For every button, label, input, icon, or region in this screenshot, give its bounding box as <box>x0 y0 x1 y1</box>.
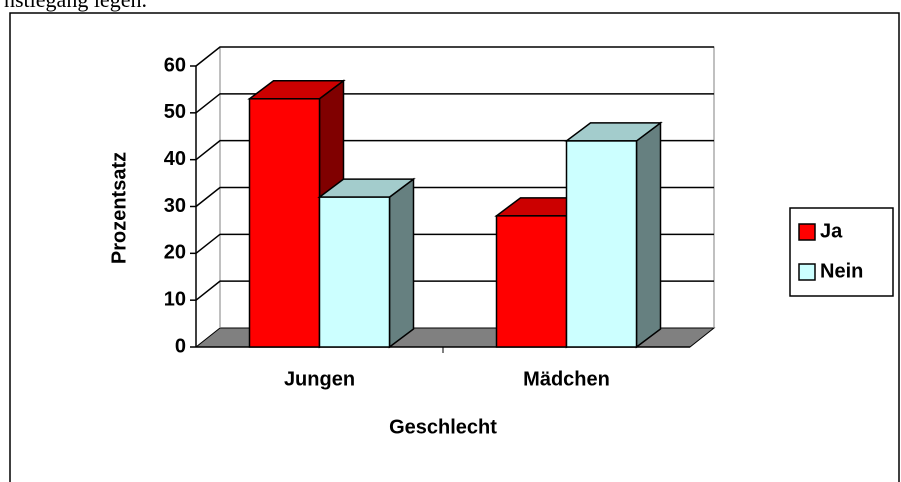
legend-box <box>789 207 894 297</box>
bar <box>248 98 321 348</box>
y-tick-label: 60 <box>164 54 186 76</box>
bar-side <box>635 121 662 349</box>
legend-label: Ja <box>820 220 843 242</box>
grid-line <box>195 93 714 114</box>
grid-line <box>195 139 714 161</box>
bar <box>565 140 638 348</box>
grid-line <box>195 46 714 67</box>
y-axis-title: Prozentsatz <box>108 152 130 264</box>
y-tick-label: 40 <box>164 148 186 170</box>
y-tick-label: 20 <box>164 242 186 264</box>
chart-frame <box>9 12 900 482</box>
x-axis-title: Geschlecht <box>389 416 497 438</box>
y-tick-label: 0 <box>175 335 186 357</box>
x-tick-label: Mädchen <box>523 368 610 390</box>
grid-line <box>195 186 714 208</box>
bar <box>318 196 391 348</box>
page-text: nstiegang legen. <box>4 0 147 12</box>
legend-swatch <box>798 223 816 241</box>
y-tick-label: 30 <box>164 195 186 217</box>
y-tick-label: 10 <box>164 288 186 310</box>
y-tick-label: 50 <box>164 101 186 123</box>
x-tick-label: Jungen <box>284 368 355 390</box>
legend-swatch <box>798 263 816 281</box>
bar <box>495 215 568 348</box>
legend-label: Nein <box>820 260 863 282</box>
bar-side <box>388 177 415 349</box>
